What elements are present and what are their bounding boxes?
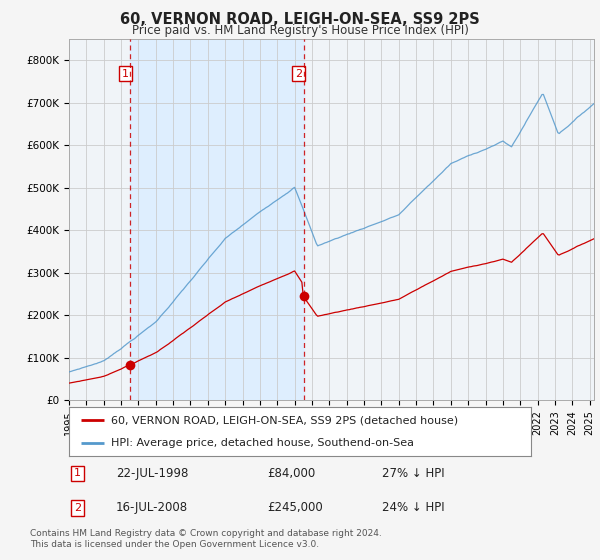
Text: Contains HM Land Registry data © Crown copyright and database right 2024.
This d: Contains HM Land Registry data © Crown c… bbox=[30, 529, 382, 549]
Text: 2: 2 bbox=[74, 503, 82, 513]
Text: 16-JUL-2008: 16-JUL-2008 bbox=[116, 501, 188, 515]
Text: 2: 2 bbox=[295, 68, 302, 78]
Bar bbox=[130, 39, 304, 400]
Text: HPI: Average price, detached house, Southend-on-Sea: HPI: Average price, detached house, Sout… bbox=[110, 438, 413, 448]
Text: £245,000: £245,000 bbox=[268, 501, 323, 515]
Text: 27% ↓ HPI: 27% ↓ HPI bbox=[382, 467, 445, 480]
Text: 60, VERNON ROAD, LEIGH-ON-SEA, SS9 2PS: 60, VERNON ROAD, LEIGH-ON-SEA, SS9 2PS bbox=[120, 12, 480, 27]
Text: 1: 1 bbox=[74, 468, 81, 478]
Text: Price paid vs. HM Land Registry's House Price Index (HPI): Price paid vs. HM Land Registry's House … bbox=[131, 24, 469, 37]
Text: 1: 1 bbox=[122, 68, 129, 78]
Text: £84,000: £84,000 bbox=[268, 467, 316, 480]
Text: 24% ↓ HPI: 24% ↓ HPI bbox=[382, 501, 445, 515]
Text: 22-JUL-1998: 22-JUL-1998 bbox=[116, 467, 188, 480]
Text: 60, VERNON ROAD, LEIGH-ON-SEA, SS9 2PS (detached house): 60, VERNON ROAD, LEIGH-ON-SEA, SS9 2PS (… bbox=[110, 416, 458, 426]
